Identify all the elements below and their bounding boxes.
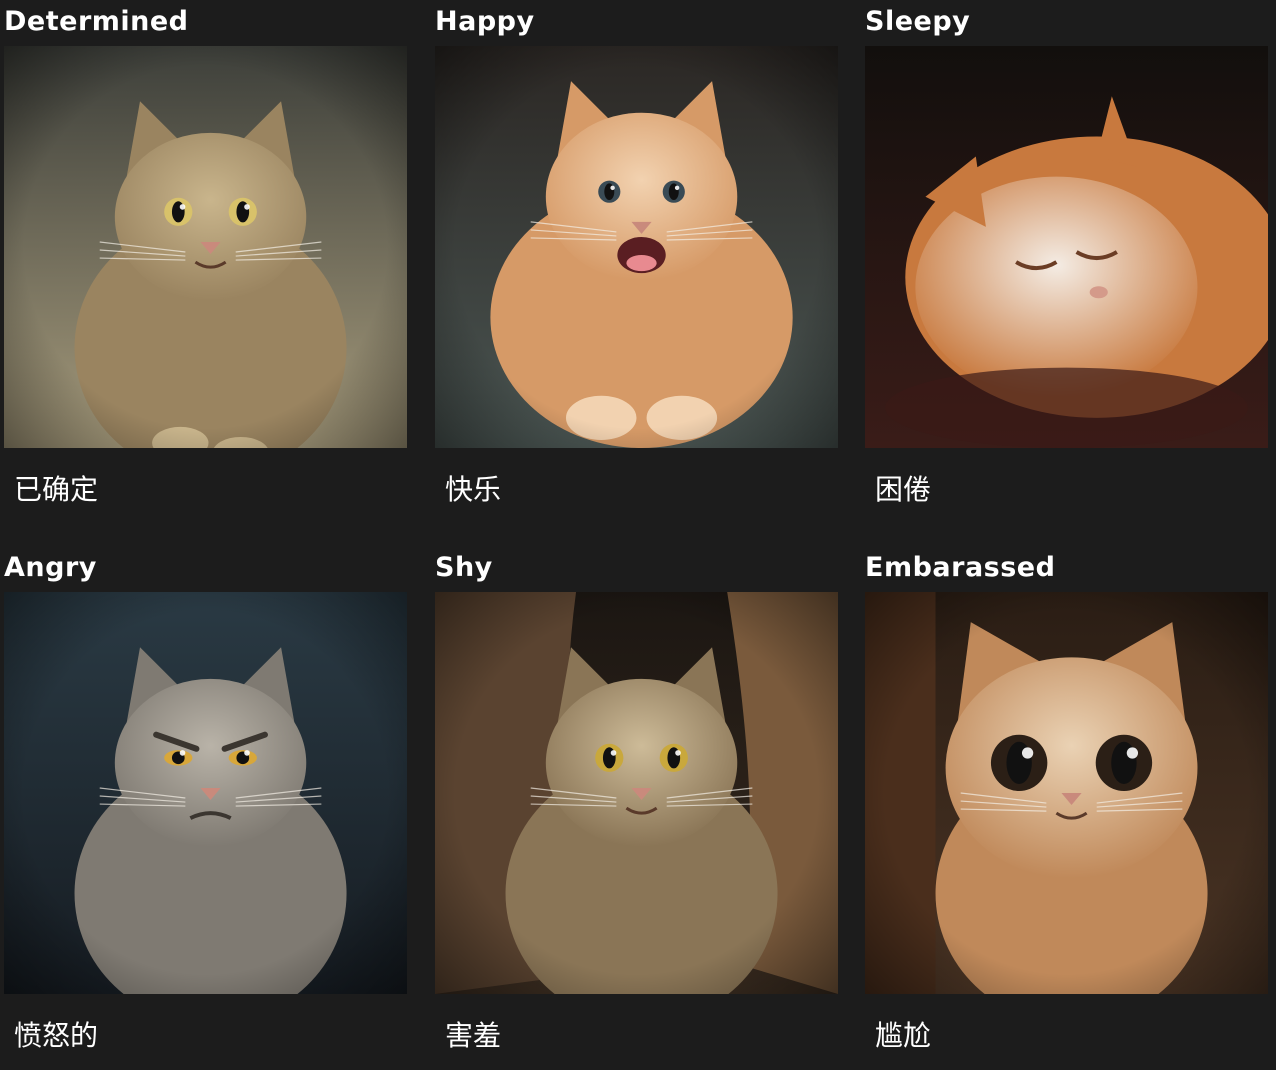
mood-caption: 快乐: [445, 468, 501, 512]
mood-caption: 愤怒的: [14, 1014, 98, 1058]
mood-title: Happy: [435, 2, 535, 42]
cushion: [885, 368, 1248, 448]
mood-caption: 害羞: [445, 1014, 501, 1058]
cat-illustration: [865, 46, 1268, 448]
mood-title: Shy: [435, 548, 493, 588]
cat-illustration: [435, 46, 838, 448]
photo-vignette: [435, 46, 838, 448]
cat-photo: [4, 46, 407, 448]
cat-illustration: [4, 592, 407, 994]
photo-vignette: [435, 592, 838, 994]
mood-title: Embarassed: [865, 548, 1055, 588]
cat-photo: [4, 592, 407, 994]
cat-nose: [1090, 286, 1108, 298]
photo-vignette: [4, 46, 407, 448]
cat-illustration: [435, 592, 838, 994]
photo-vignette: [865, 592, 1268, 994]
cat-photo: [435, 46, 838, 448]
mood-caption: 困倦: [875, 468, 931, 512]
cat-photo: [435, 592, 838, 994]
cat-illustration: [4, 46, 407, 448]
mood-title: Angry: [4, 548, 97, 588]
cat-photo: [865, 46, 1268, 448]
mood-title: Sleepy: [865, 2, 970, 42]
mood-caption: 已确定: [14, 468, 98, 512]
photo-vignette: [4, 592, 407, 994]
mood-title: Determined: [4, 2, 189, 42]
cat-photo: [865, 592, 1268, 994]
mood-caption: 尴尬: [875, 1014, 931, 1058]
cat-illustration: [865, 592, 1268, 994]
